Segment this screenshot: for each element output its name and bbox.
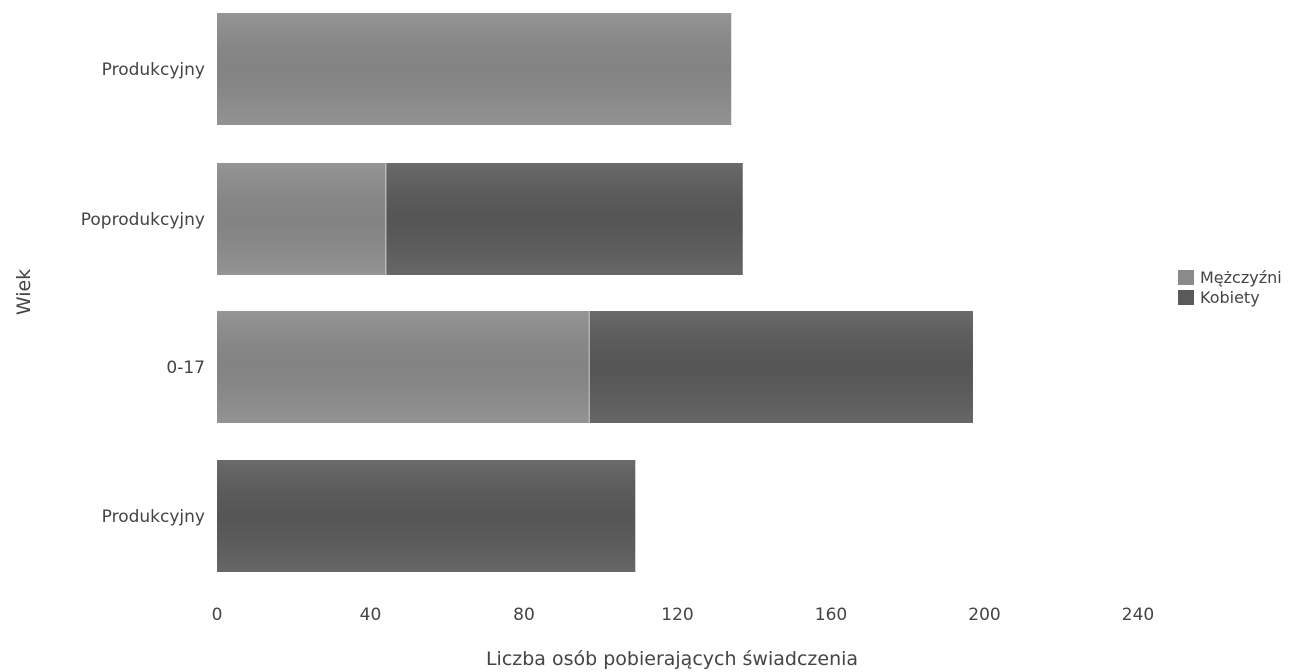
x-tick-label: 0 bbox=[212, 605, 223, 625]
bar-shade-1-1 bbox=[385, 163, 743, 275]
x-tick-label: 120 bbox=[661, 605, 693, 625]
bar-shade-1-3 bbox=[217, 460, 636, 572]
bar-shade-0-2 bbox=[217, 311, 590, 423]
x-tick-label: 40 bbox=[360, 605, 382, 625]
legend-label-1: Kobiety bbox=[1200, 288, 1260, 307]
y-tick-label: Poprodukcyjny bbox=[81, 210, 205, 230]
bars-layer bbox=[217, 13, 973, 572]
bar-shade-0-0 bbox=[217, 13, 732, 125]
x-axis-title: Liczba osób pobierających świadczenia bbox=[486, 648, 858, 670]
y-tick-label: Produkcyjny bbox=[102, 60, 205, 80]
x-tick-label: 160 bbox=[815, 605, 847, 625]
x-tick-label: 80 bbox=[513, 605, 535, 625]
y-tick-label: 0-17 bbox=[166, 358, 205, 378]
y-tick-label: Produkcyjny bbox=[102, 507, 205, 527]
y-axis-tick-labels: Produkcyjny Poprodukcyjny 0-17 Produkcyjny bbox=[81, 60, 205, 527]
x-tick-label: 240 bbox=[1122, 605, 1154, 625]
legend-swatch-0 bbox=[1178, 270, 1194, 285]
bar-shade-0-1 bbox=[217, 163, 386, 275]
bar-shade-1-2 bbox=[589, 311, 973, 423]
y-axis-title: Wiek bbox=[13, 269, 35, 315]
x-axis-tick-labels: 0 40 80 120 160 200 240 bbox=[212, 605, 1155, 625]
x-tick-label: 200 bbox=[968, 605, 1000, 625]
legend-swatch-1 bbox=[1178, 290, 1194, 305]
legend-label-0: Mężczyźni bbox=[1200, 268, 1282, 287]
